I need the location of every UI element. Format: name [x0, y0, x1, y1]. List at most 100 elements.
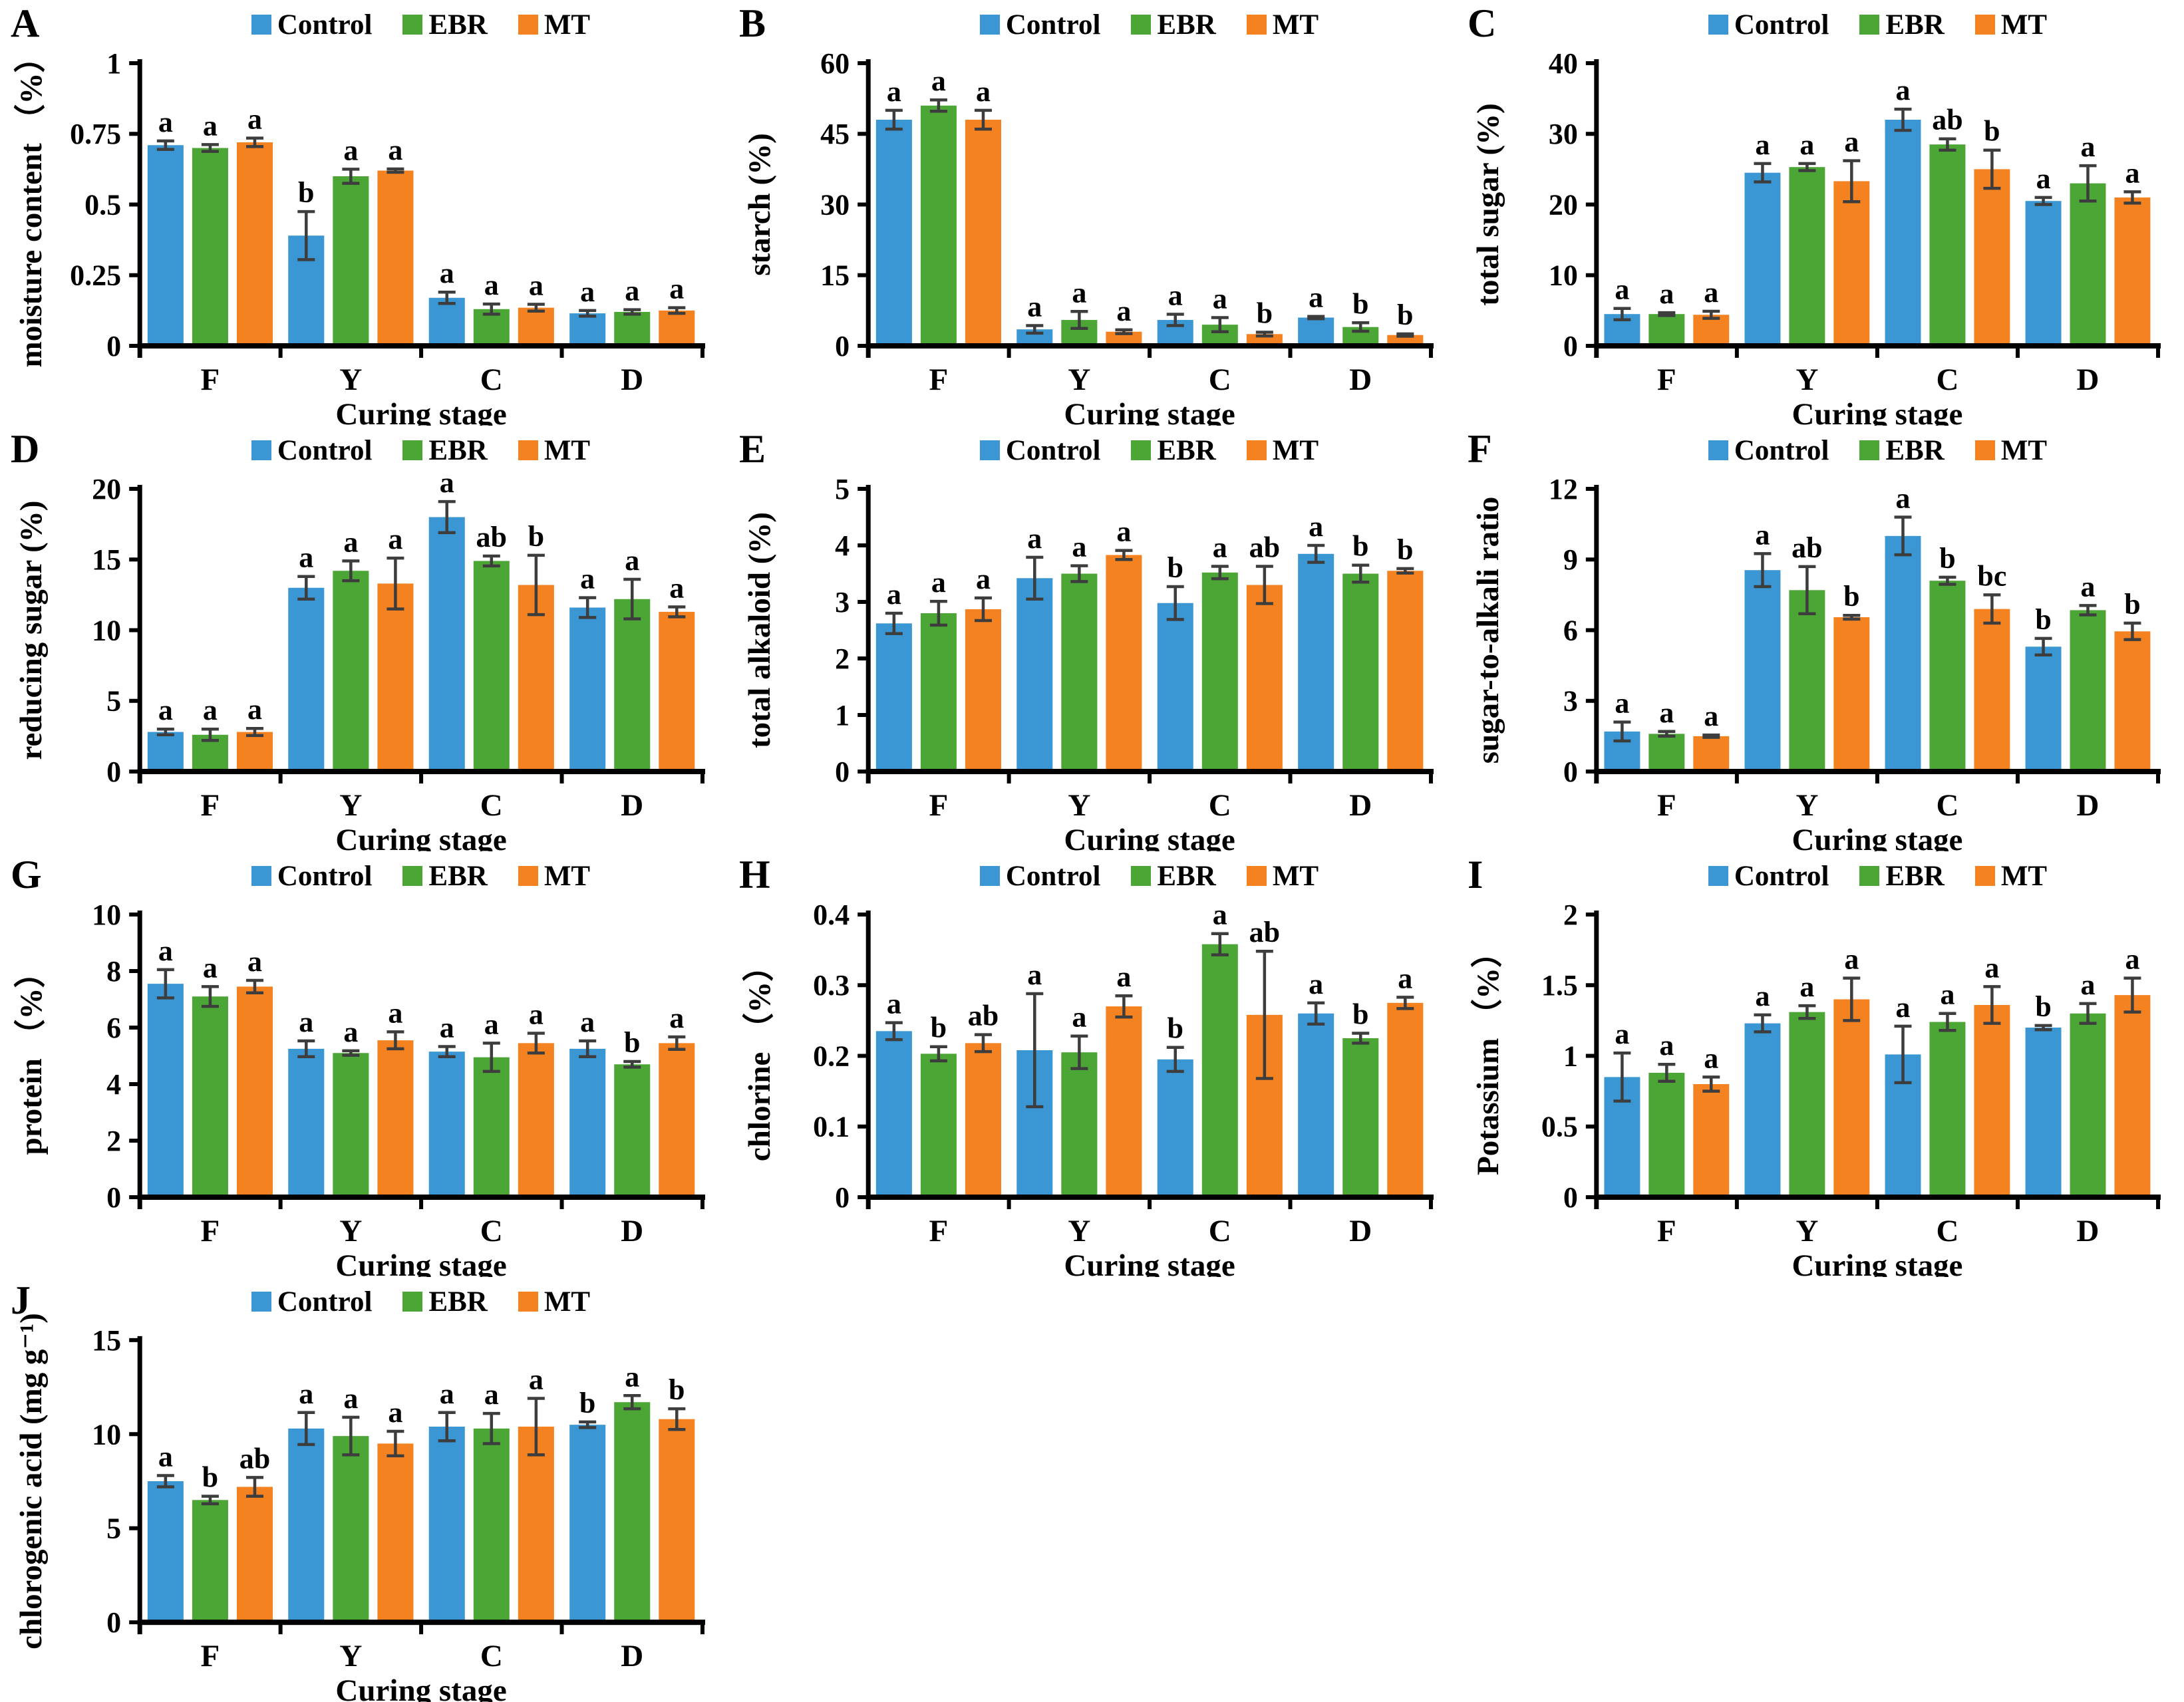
y-axis-title: total sugar (%) — [1471, 103, 1505, 306]
y-tick-label: 3 — [1563, 685, 1578, 718]
sig-letter: a — [2081, 968, 2096, 1001]
bar-ebr-f — [920, 105, 957, 346]
x-axis-title: Curing stage — [1064, 397, 1235, 426]
panel-b: B Control EBR MT a a a a a a a b a a b b 0 15 30 45 60 F Y C D Cu… — [728, 0, 1457, 426]
sig-letter: a — [931, 65, 946, 97]
sig-letter: a — [484, 269, 499, 301]
bar-control-c — [1885, 535, 1921, 772]
sig-letter: a — [1615, 273, 1629, 306]
y-tick-label: 45 — [820, 118, 850, 150]
category-label-c: C — [1209, 788, 1231, 823]
y-tick-label: 60 — [820, 47, 850, 80]
bar-control-f — [875, 1031, 912, 1197]
sig-letter: a — [158, 1441, 173, 1473]
sig-letter: a — [1896, 991, 1911, 1024]
sig-letter: a — [1072, 276, 1086, 309]
y-tick-label: 0 — [1563, 756, 1578, 788]
category-label-c: C — [480, 788, 503, 823]
x-axis-line — [1594, 1195, 2161, 1200]
legend: Control EBR MT — [868, 5, 1430, 44]
legend-swatch-icon — [402, 15, 423, 35]
legend-item-control: Control — [251, 434, 372, 467]
legend-swatch-icon — [1974, 15, 1995, 35]
category-label-d: D — [1349, 362, 1372, 397]
sig-letter: a — [2125, 943, 2139, 976]
bar-mt-f — [236, 732, 273, 772]
legend-swatch-icon — [1974, 440, 1995, 460]
x-axis-line — [865, 1195, 1434, 1200]
sig-letter: a — [1398, 962, 1412, 994]
legend-item-mt: MT — [1246, 434, 1319, 467]
category-label-y: Y — [339, 362, 362, 397]
legend-swatch-icon — [1859, 15, 1880, 35]
bar-ebr-d — [614, 312, 651, 346]
category-label-c: C — [1209, 362, 1231, 397]
sig-letter: b — [1939, 542, 1955, 575]
bar-control-d — [569, 1425, 606, 1623]
legend-item-ebr: EBR — [1131, 860, 1216, 893]
sig-letter: ab — [476, 521, 508, 553]
sig-letter: a — [1704, 1042, 1718, 1074]
sig-letter: a — [1027, 291, 1042, 323]
bar-ebr-f — [920, 613, 957, 772]
sig-letter: b — [2124, 588, 2140, 621]
category-label-c: C — [1209, 1214, 1231, 1248]
sig-letter: b — [1352, 530, 1368, 563]
y-axis-line — [137, 1336, 142, 1635]
bar-control-c — [1885, 120, 1921, 346]
bar-control-y — [1744, 172, 1781, 346]
category-label-f: F — [1657, 1214, 1676, 1248]
y-tick-label: 10 — [92, 899, 121, 931]
x-axis-line — [137, 343, 705, 349]
bar-ebr-f — [192, 1500, 228, 1623]
y-tick-label: 0 — [106, 1606, 121, 1639]
sig-letter: a — [343, 134, 358, 166]
bar-control-y — [288, 587, 325, 772]
bar-mt-d — [1387, 335, 1424, 346]
panel-letter: F — [1468, 427, 1492, 471]
sig-letter: a — [1799, 128, 1814, 161]
category-label-y: Y — [1068, 1214, 1090, 1248]
sig-letter: a — [1072, 531, 1086, 563]
bar-control-y — [1744, 570, 1781, 772]
sig-letter: a — [976, 75, 991, 108]
bar-control-f — [147, 984, 184, 1197]
x-axis-line — [1594, 343, 2161, 349]
category-label-c: C — [1936, 362, 1958, 397]
legend-item-mt: MT — [1974, 434, 2047, 467]
legend-item-mt: MT — [1246, 860, 1319, 893]
sig-letter: a — [440, 1011, 454, 1044]
sig-letter: b — [1257, 297, 1273, 329]
y-axis-line — [1594, 485, 1599, 783]
category-label-c: C — [480, 1639, 503, 1673]
legend-item-control: Control — [251, 1286, 372, 1318]
bar-ebr-f — [920, 1054, 957, 1197]
sig-letter: a — [1896, 74, 1911, 106]
y-tick-label: 0 — [1563, 330, 1578, 362]
bar-control-d — [2025, 646, 2062, 772]
sig-letter: b — [624, 1026, 640, 1059]
category-label-c: C — [480, 362, 503, 397]
sig-letter: b — [1397, 533, 1413, 566]
y-tick-label: 0.1 — [813, 1111, 850, 1143]
legend-swatch-icon — [1131, 440, 1152, 460]
sig-letter: a — [931, 566, 946, 599]
sig-letter: a — [2081, 570, 2096, 603]
legend-item-ebr: EBR — [1859, 860, 1945, 893]
y-tick-label: 5 — [106, 685, 121, 718]
panel-letter: D — [11, 427, 40, 471]
sig-letter: a — [1844, 126, 1859, 158]
panel-letter: C — [1468, 1, 1497, 45]
legend: Control EBR MT — [868, 857, 1430, 895]
y-tick-label: 15 — [92, 543, 121, 576]
panel-letter: I — [1468, 853, 1483, 897]
sig-letter: a — [1704, 276, 1718, 309]
panel-f: F Control EBR MT a a a b a ab b a a b bc b 0 3 6 9 12 F Y C D Cur… — [1457, 426, 2184, 851]
legend-label: EBR — [1885, 860, 1945, 892]
legend-swatch-icon — [1708, 15, 1728, 35]
y-tick-label: 5 — [106, 1512, 121, 1545]
bar-ebr-y — [1061, 1052, 1098, 1197]
sig-letter: b — [2035, 990, 2051, 1023]
